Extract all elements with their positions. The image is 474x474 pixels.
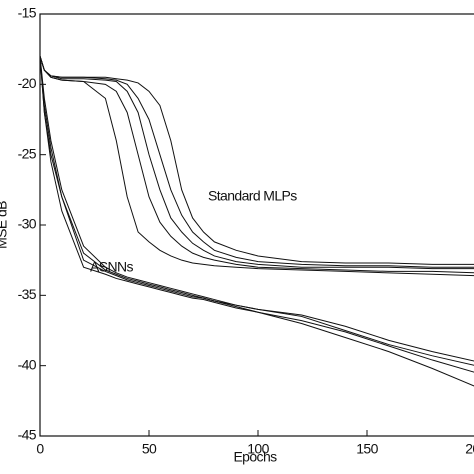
series-line bbox=[39, 56, 474, 362]
x-tick-label: 200 bbox=[465, 441, 474, 457]
series-line bbox=[39, 56, 474, 268]
y-tick-label: -15 bbox=[18, 5, 37, 21]
series-line bbox=[39, 56, 474, 270]
x-tick-label: 150 bbox=[356, 441, 378, 457]
annotation: Standard MLPs bbox=[208, 188, 297, 204]
series-line bbox=[39, 56, 474, 274]
series-line bbox=[39, 56, 474, 387]
series-line bbox=[39, 56, 474, 373]
y-tick-label: -20 bbox=[18, 75, 37, 91]
x-tick-label: 50 bbox=[142, 441, 157, 457]
y-tick-label: -35 bbox=[18, 286, 37, 302]
y-tick-label: -30 bbox=[18, 216, 37, 232]
x-axis-label: Epochs bbox=[233, 449, 277, 465]
x-tick-label: 100 bbox=[247, 441, 269, 457]
series-line bbox=[39, 56, 474, 265]
y-axis-label: MSE dB bbox=[0, 201, 10, 249]
series-line bbox=[39, 56, 474, 277]
y-tick-label: -45 bbox=[18, 427, 37, 443]
series-line bbox=[39, 56, 474, 366]
y-tick-label: -40 bbox=[18, 356, 37, 372]
x-tick-label: 0 bbox=[36, 441, 44, 457]
y-tick-label: -25 bbox=[18, 145, 37, 161]
